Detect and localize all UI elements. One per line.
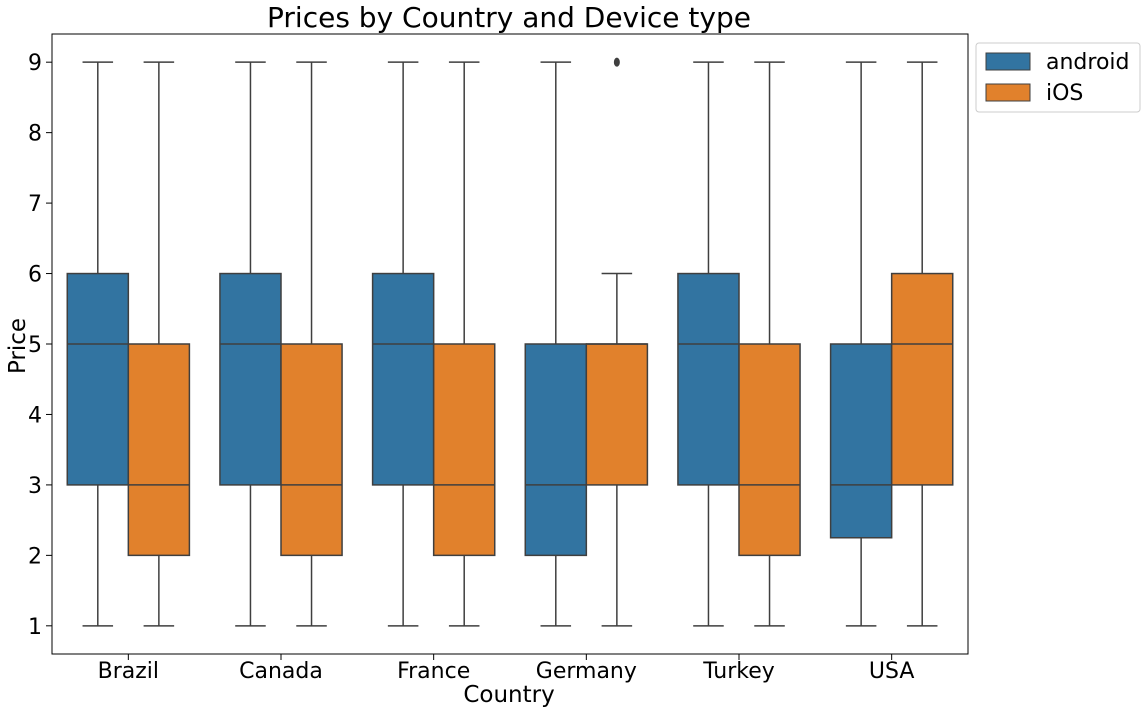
box-ios-france: [432, 61, 496, 627]
y-tick-label: 9: [28, 51, 42, 76]
box-android-brazil: [66, 61, 130, 627]
box-android-usa: [829, 61, 893, 627]
x-tick-label: Turkey: [702, 659, 775, 684]
x-axis: Brazil Canada France Germany Turkey USA: [98, 654, 915, 684]
box-body: [738, 343, 801, 557]
plot-area: [66, 57, 954, 627]
x-tick-label: Brazil: [98, 659, 159, 684]
box-body: [219, 272, 282, 486]
box-android-canada: [219, 61, 282, 627]
box-body: [585, 343, 649, 486]
box-android-germany: [524, 61, 588, 627]
x-tick-label: Canada: [239, 659, 323, 684]
y-tick-label: 5: [28, 333, 42, 358]
chart-title: Prices by Country and Device type: [267, 1, 751, 34]
box-body: [524, 343, 588, 557]
box-body: [371, 272, 435, 486]
box-ios-usa: [890, 61, 954, 627]
legend-label-android: android: [1046, 50, 1130, 75]
y-tick-label: 4: [28, 403, 42, 428]
outlier-point: [613, 57, 620, 67]
y-tick-label: 2: [28, 544, 42, 569]
box-android-france: [371, 61, 435, 627]
y-tick-label: 1: [28, 615, 42, 640]
y-axis-label: Price: [5, 318, 31, 374]
box-body: [677, 272, 740, 486]
y-tick-label: 7: [28, 192, 42, 217]
box-body: [280, 343, 343, 557]
x-axis-label: Country: [463, 682, 554, 708]
y-axis: 1 2 3 4 5 6 7 8 9: [28, 51, 52, 640]
box-body: [127, 343, 191, 557]
x-tick-label: France: [397, 659, 470, 684]
y-tick-label: 8: [28, 122, 42, 147]
box-body: [829, 343, 893, 539]
box-ios-germany: [585, 57, 649, 627]
box-ios-canada: [280, 61, 343, 627]
y-tick-label: 3: [28, 474, 42, 499]
box-body: [66, 272, 130, 486]
legend-label-ios: iOS: [1046, 81, 1083, 106]
box-body: [432, 343, 496, 557]
x-tick-label: USA: [869, 659, 915, 684]
x-tick-label: Germany: [536, 659, 637, 684]
legend-swatch-android: [985, 52, 1031, 71]
box-ios-turkey: [738, 61, 801, 627]
legend: android iOS: [975, 42, 1141, 113]
box-body: [890, 272, 954, 486]
legend-swatch-ios: [985, 83, 1031, 102]
box-ios-brazil: [127, 61, 191, 627]
y-tick-label: 6: [28, 263, 42, 288]
box-android-turkey: [677, 61, 740, 627]
